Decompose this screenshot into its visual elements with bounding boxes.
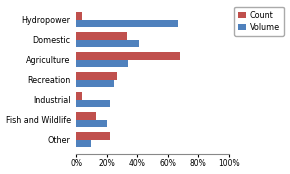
Bar — [76, 40, 139, 47]
Bar — [76, 120, 107, 127]
Bar — [76, 60, 128, 67]
Legend: Count, Volume: Count, Volume — [234, 7, 284, 36]
Bar — [76, 20, 178, 27]
Bar — [76, 52, 180, 60]
Bar — [76, 132, 110, 140]
Bar — [76, 12, 82, 20]
Bar — [76, 92, 82, 100]
Bar — [76, 140, 91, 147]
Bar — [76, 72, 117, 80]
Bar — [76, 100, 110, 107]
Bar — [76, 32, 126, 40]
Bar — [76, 112, 96, 120]
Bar — [76, 80, 114, 87]
